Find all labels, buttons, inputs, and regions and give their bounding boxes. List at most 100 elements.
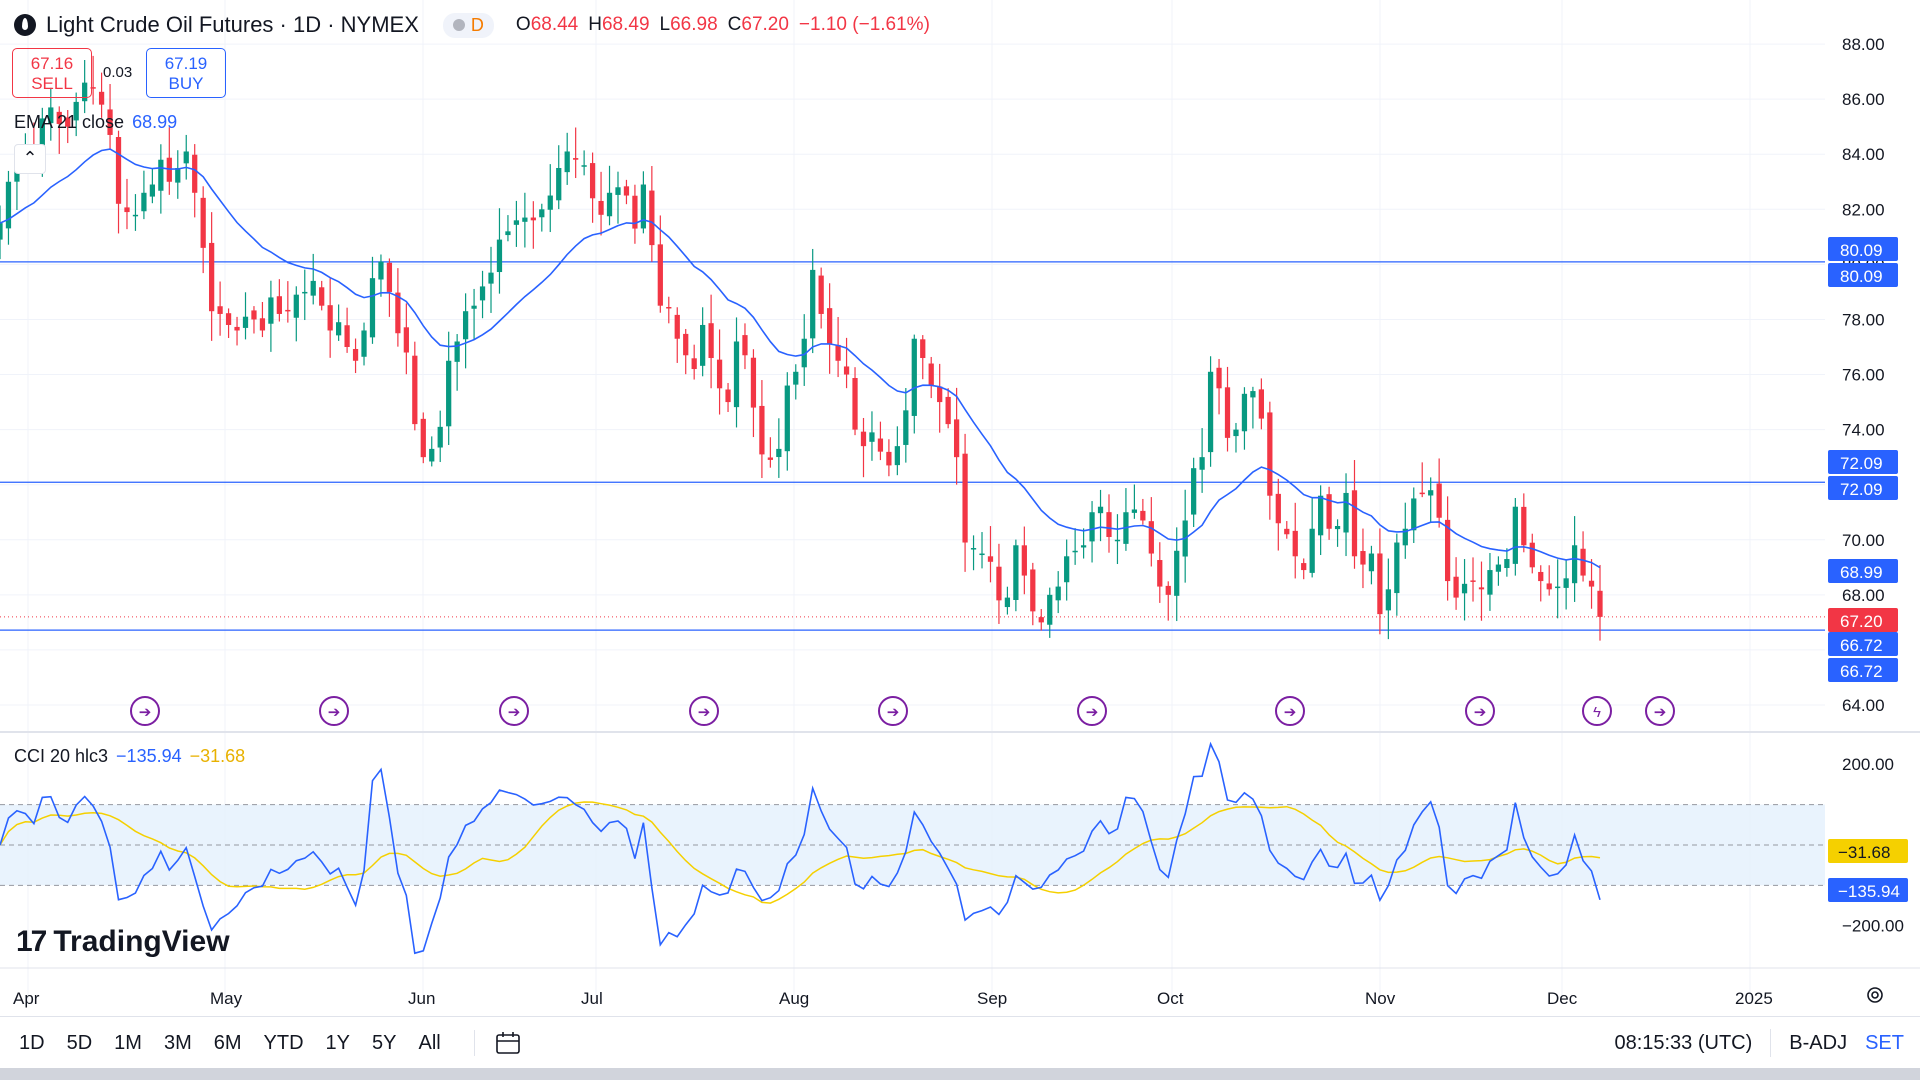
collapse-legend-button[interactable]: ⌃ [14, 144, 46, 174]
candle-body [877, 438, 884, 452]
event-glyph: ϟ [1593, 704, 1601, 721]
candle-body [708, 323, 714, 359]
ema-legend-name: EMA 21 close [14, 112, 125, 132]
candle-body [115, 137, 122, 204]
price-labels: 80.09 80.09 72.09 72.09 68.99 67.20 66.72 66.72 [1828, 237, 1898, 682]
candle-body [454, 341, 460, 362]
candle-body [589, 163, 596, 199]
candle-body [183, 151, 189, 164]
range-all[interactable]: All [418, 1031, 441, 1054]
event-arrow-icon: ➔ [1645, 696, 1675, 726]
bottom-right-tools: 08:15:33 (UTC) B-ADJ SET [1614, 1017, 1904, 1069]
cci-value-label-box [1828, 839, 1908, 863]
candle-body [742, 335, 748, 356]
dividend-lightning-icon: ϟ [1582, 696, 1612, 726]
settings-gear-icon[interactable] [1864, 984, 1886, 1006]
candle-body [970, 548, 977, 550]
candle-body [564, 151, 570, 173]
calendar-goto-icon[interactable] [473, 1030, 523, 1056]
candle-body [1334, 526, 1341, 530]
candle-body [1148, 521, 1154, 554]
session-toggle[interactable]: SET [1865, 1031, 1904, 1054]
price-label-text: 66.72 [1840, 636, 1883, 655]
candle-body [412, 355, 418, 425]
range-3m[interactable]: 3M [163, 1031, 192, 1054]
price-label-text: 80.09 [1840, 241, 1883, 260]
candle-body [1504, 559, 1510, 568]
candle-body [1343, 492, 1349, 533]
time-tick-label: May [210, 989, 243, 1008]
candle-body [369, 278, 376, 338]
adjustment-toggle[interactable]: B-ADJ [1789, 1031, 1848, 1054]
candle-body [259, 318, 266, 331]
tradingview-logo[interactable]: 17 TradingView [16, 925, 230, 959]
cci-value-label-text: −135.94 [1838, 882, 1900, 901]
candle-body [903, 410, 909, 445]
candle-body [767, 457, 773, 460]
sell-button[interactable]: 67.16 SELL [12, 48, 92, 98]
candle-body [1436, 483, 1442, 518]
buy-button[interactable]: 67.19 BUY [146, 48, 226, 98]
candle-body [1394, 542, 1400, 594]
candle-body [632, 195, 638, 229]
candles [0, 55, 1603, 641]
range-1m[interactable]: 1M [114, 1031, 142, 1054]
candle-body [251, 310, 257, 320]
range-6m[interactable]: 6M [213, 1031, 242, 1054]
candle-body [1402, 528, 1408, 546]
candle-body [640, 184, 647, 229]
event-glyph: ➔ [508, 704, 521, 721]
candle-body [725, 389, 731, 403]
event-arrow-icon: ➔ [878, 696, 908, 726]
candle-body [1326, 494, 1332, 529]
candle-body [268, 297, 274, 324]
candle-body [192, 154, 198, 193]
time-tick-label: Nov [1365, 989, 1396, 1008]
price-tick-label: 78.00 [1842, 310, 1885, 329]
range-ytd[interactable]: YTD [263, 1031, 304, 1054]
candle-body [1580, 548, 1586, 576]
candle-body [327, 305, 333, 331]
event-arrow-icon: ➔ [130, 696, 160, 726]
event-glyph: ➔ [1474, 704, 1487, 721]
candle-body [1588, 580, 1595, 587]
candle-body [496, 239, 503, 273]
range-5d[interactable]: 5D [66, 1031, 93, 1054]
range-1d[interactable]: 1D [19, 1031, 45, 1054]
event-circle [130, 696, 160, 726]
candle-body [285, 309, 291, 312]
candle-body [1301, 563, 1307, 571]
range-5y[interactable]: 5Y [372, 1031, 397, 1054]
candle-body [1089, 512, 1095, 542]
ema-legend[interactable]: EMA 21 close 68.99 [14, 112, 177, 133]
time-axis: Apr May Jun Jul Aug Sep Oct Nov Dec 2025 [13, 989, 1773, 1008]
price-label-box [1828, 559, 1898, 583]
event-arrow-icon: ➔ [499, 696, 529, 726]
candle-body [1318, 495, 1324, 536]
candle-body [1377, 553, 1383, 615]
candle-body [1157, 560, 1163, 587]
price-label-text: 72.09 [1840, 454, 1883, 473]
event-circle [1077, 696, 1107, 726]
price-tick-label: 70.00 [1842, 531, 1885, 550]
symbol-title[interactable]: Light Crude Oil Futures · 1D · NYMEX [46, 12, 419, 37]
candle-body [928, 363, 934, 386]
candle-body [319, 287, 325, 306]
candle-body [513, 220, 520, 225]
cci-legend[interactable]: CCI 20 hlc3 −135.94 −31.68 [14, 746, 245, 767]
candle-body [987, 556, 994, 562]
candle-body [1174, 550, 1180, 596]
candle-body [1114, 539, 1121, 542]
candle-body [1064, 556, 1070, 583]
candle-body [860, 431, 867, 447]
price-axis: 64.0066.0068.0070.0072.0074.0076.0078.00… [1842, 35, 1885, 715]
candle-body [1080, 545, 1087, 548]
range-1y[interactable]: 1Y [325, 1031, 351, 1054]
event-arrow-icon: ➔ [1275, 696, 1305, 726]
clock-time[interactable]: 08:15:33 (UTC) [1614, 1031, 1753, 1054]
event-arrow-icon: ➔ [689, 696, 719, 726]
market-status-pill[interactable]: D [442, 12, 494, 38]
candle-body [920, 339, 926, 359]
cci-tick-label: −200.00 [1842, 917, 1904, 936]
